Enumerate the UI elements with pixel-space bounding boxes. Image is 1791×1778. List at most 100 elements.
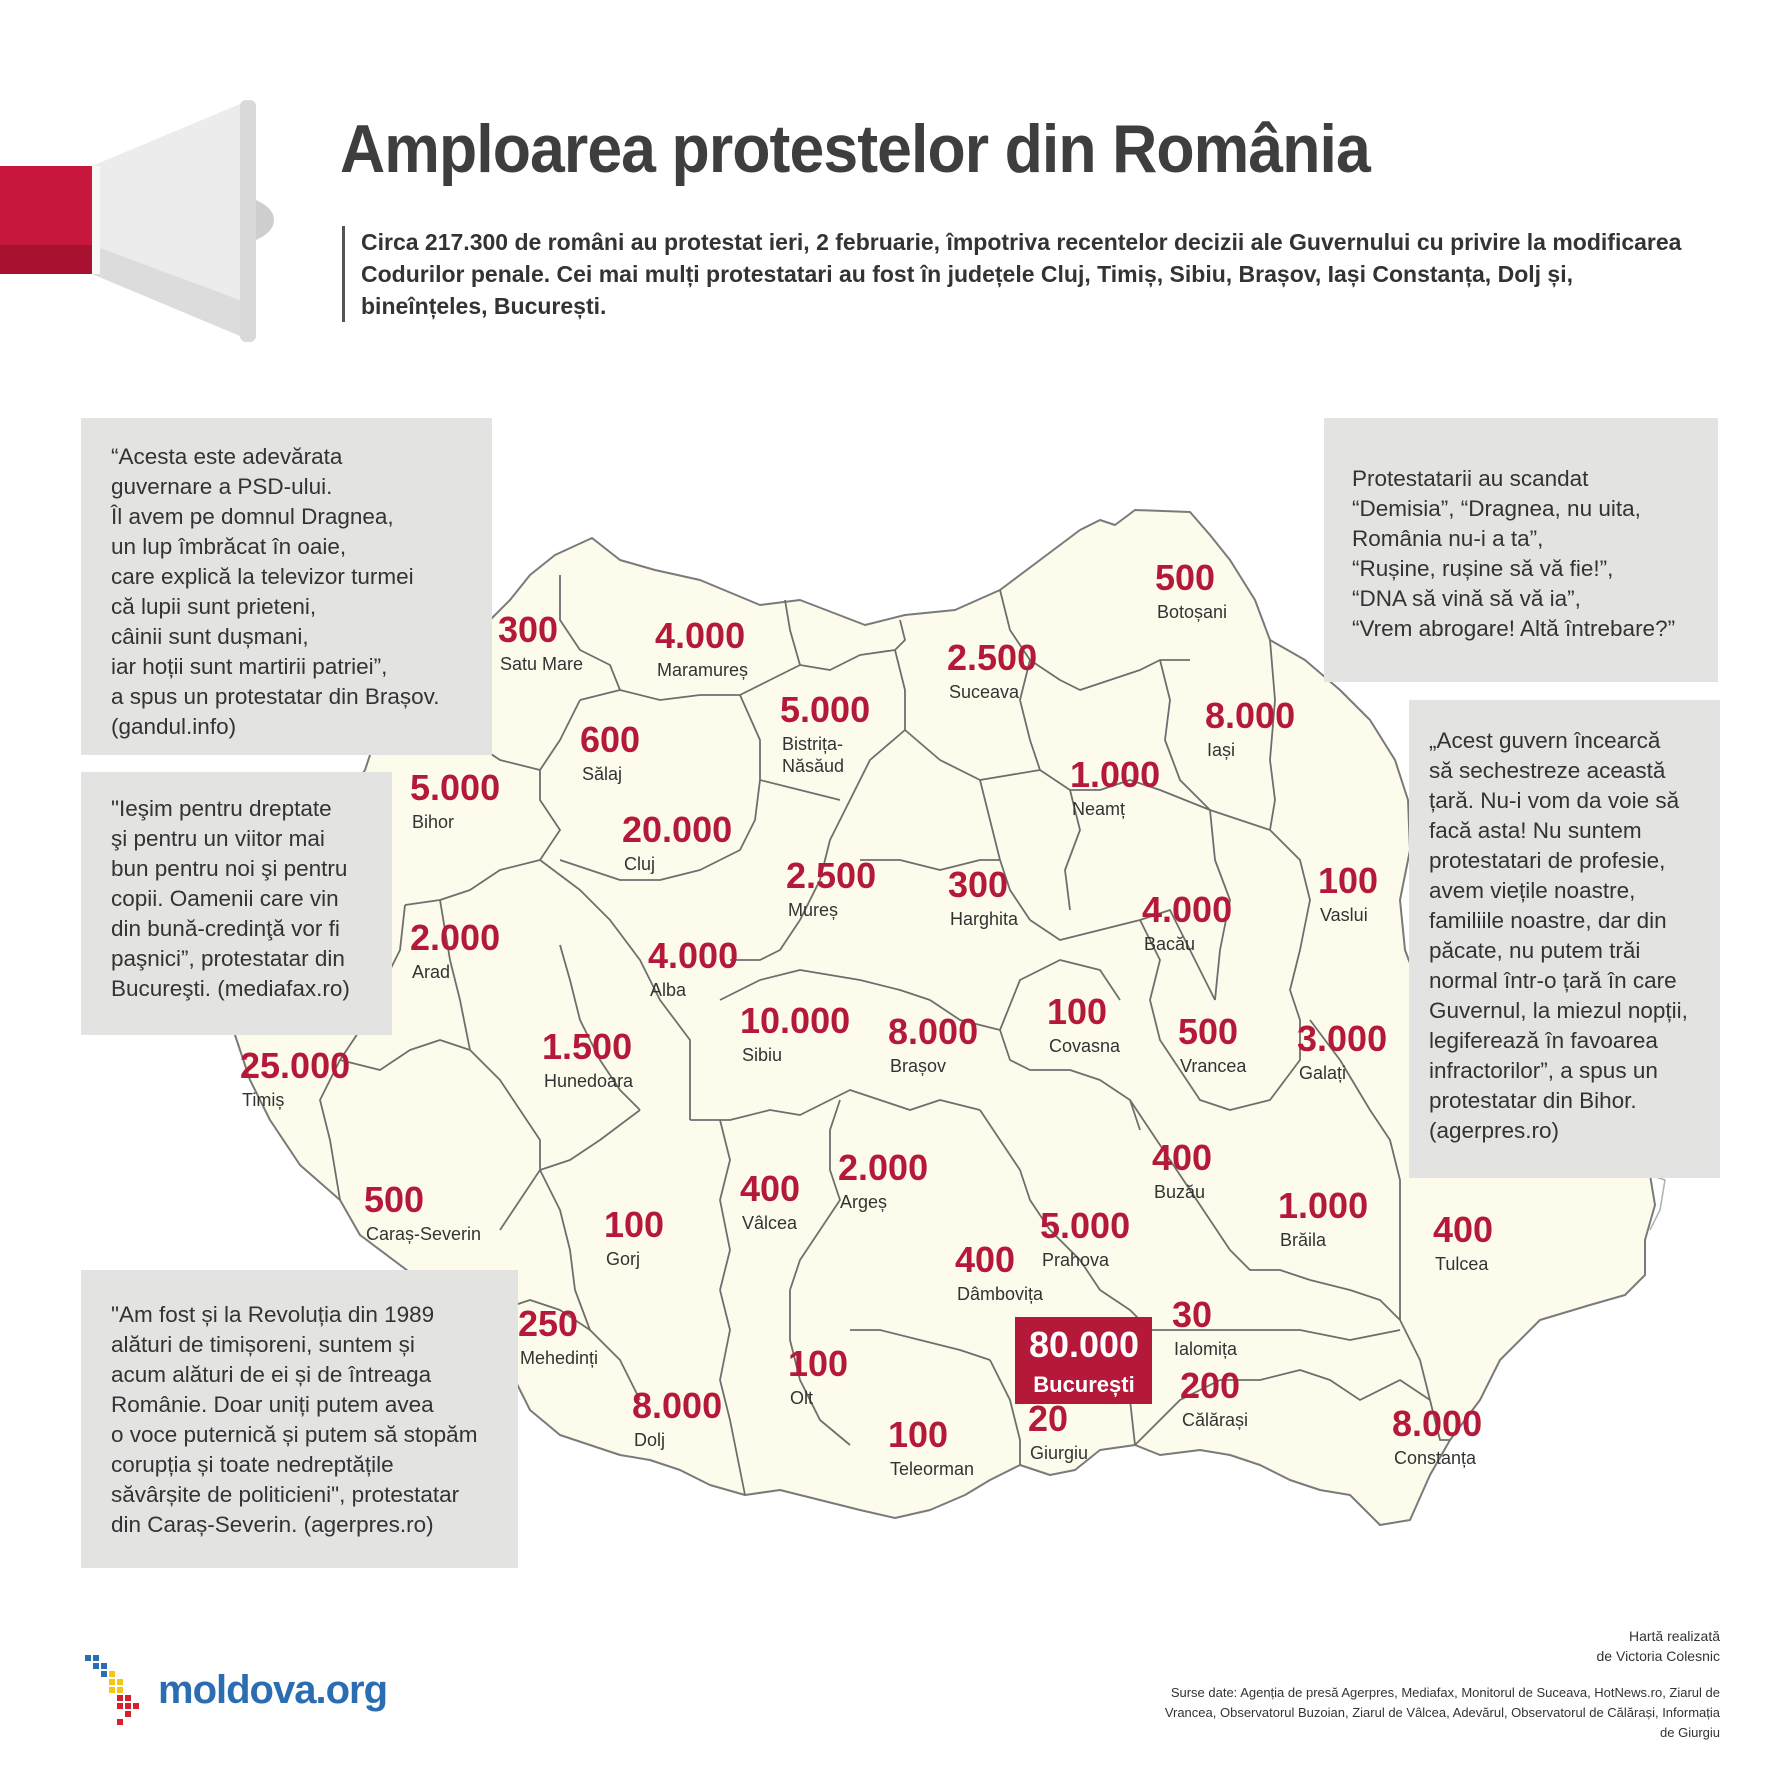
- county-name: Botoșani: [1157, 602, 1227, 622]
- county-value: 200: [1180, 1365, 1240, 1406]
- quote-text: Protestatarii au scandat “Demisia”, “Dra…: [1352, 466, 1676, 641]
- quote-box-caras-severin: "Am fost și la Revoluția din 1989 alătur…: [81, 1270, 518, 1568]
- data-sources: Surse date: Agenția de presă Agerpres, M…: [1164, 1685, 1720, 1740]
- county-name: Alba: [650, 980, 687, 1000]
- page-title: Amploarea protestelor din România: [340, 111, 1371, 187]
- county-value: 100: [888, 1414, 948, 1455]
- county-value: 4.000: [655, 615, 745, 656]
- county-name: Dolj: [634, 1430, 665, 1450]
- county-value: 100: [1318, 860, 1378, 901]
- county-value: 2.500: [947, 637, 1037, 678]
- county-value: 250: [518, 1303, 578, 1344]
- county-value: 2.000: [838, 1147, 928, 1188]
- county-value: 5.000: [410, 767, 500, 808]
- bucharest-value: 80.000: [1029, 1324, 1139, 1365]
- county-name: Neamț: [1072, 799, 1125, 819]
- county-name: Argeș: [840, 1192, 887, 1212]
- county-value: 100: [604, 1204, 664, 1245]
- moldova-map-logo-icon: [85, 1655, 139, 1725]
- map-credit: Hartă realizată de Victoria Colesnic: [1596, 1628, 1720, 1664]
- county-value: 1.500: [542, 1026, 632, 1067]
- quote-text: “Acesta este adevărata guvernare a PSD-u…: [111, 444, 440, 739]
- county-name: Gorj: [606, 1249, 640, 1269]
- quote-box-slogans: Protestatarii au scandat “Demisia”, “Dra…: [1324, 418, 1718, 682]
- county-name: Vâlcea: [742, 1213, 798, 1233]
- county-name: Buzău: [1154, 1182, 1205, 1202]
- county-value: 8.000: [632, 1385, 722, 1426]
- county-name: Bacău: [1144, 934, 1195, 954]
- quote-box-brasov: “Acesta este adevărata guvernare a PSD-u…: [81, 418, 492, 755]
- county-name: Olt: [790, 1388, 813, 1408]
- county-value: 2.500: [786, 855, 876, 896]
- county-value: 1.000: [1070, 754, 1160, 795]
- county-name: Călărași: [1182, 1410, 1248, 1430]
- county-name: Dâmbovița: [957, 1284, 1044, 1304]
- quote-box-bihor: „Acest guvern încearcă să sechestreze ac…: [1409, 700, 1720, 1178]
- county-value: 25.000: [240, 1045, 350, 1086]
- megaphone-icon: [0, 100, 274, 342]
- county-name: Bistrița-: [782, 734, 843, 754]
- quote-text: "Ieşim pentru dreptate şi pentru un viit…: [111, 796, 350, 1001]
- county-name: Galați: [1299, 1063, 1346, 1083]
- county-name: Arad: [412, 962, 450, 982]
- quote-text: „Acest guvern încearcă să sechestreze ac…: [1429, 728, 1688, 1143]
- county-name: Giurgiu: [1030, 1443, 1088, 1463]
- county-name: Ialomița: [1174, 1339, 1238, 1359]
- county-value: 400: [740, 1168, 800, 1209]
- county-value: 300: [498, 609, 558, 650]
- county-value: 600: [580, 719, 640, 760]
- county-value: 300: [948, 864, 1008, 905]
- county-name: Vrancea: [1180, 1056, 1247, 1076]
- county-name: Suceava: [949, 682, 1020, 702]
- county-value: 3.000: [1297, 1018, 1387, 1059]
- county-value: 8.000: [1392, 1403, 1482, 1444]
- county-name: Tulcea: [1435, 1254, 1489, 1274]
- county-value: 20: [1028, 1398, 1068, 1439]
- county-value: 20.000: [622, 809, 732, 850]
- quote-box-bucuresti: "Ieşim pentru dreptate şi pentru un viit…: [81, 772, 392, 1035]
- county-name: Bihor: [412, 812, 454, 832]
- county-name: Prahova: [1042, 1250, 1110, 1270]
- county-name: Mureș: [788, 900, 838, 920]
- county-name: Brașov: [890, 1056, 946, 1076]
- county-value: 400: [1152, 1137, 1212, 1178]
- county-name: Teleorman: [890, 1459, 974, 1479]
- county-value: 100: [1047, 991, 1107, 1032]
- bucharest-box: [1015, 1317, 1152, 1404]
- county-value: 4.000: [648, 935, 738, 976]
- county-value: 500: [1155, 557, 1215, 598]
- county-value: 8.000: [1205, 695, 1295, 736]
- county-value: 500: [1178, 1011, 1238, 1052]
- county-name: Vaslui: [1320, 905, 1368, 925]
- county-value: 400: [955, 1239, 1015, 1280]
- county-value: 10.000: [740, 1000, 850, 1041]
- bucharest-name: București: [1033, 1372, 1134, 1397]
- county-value: 1.000: [1278, 1185, 1368, 1226]
- intro-text: Circa 217.300 de români au protestat ier…: [342, 226, 1701, 322]
- county-name: Hunedoara: [544, 1071, 634, 1091]
- county-name: Mehedinți: [520, 1348, 598, 1368]
- county-name: Caraș-Severin: [366, 1224, 481, 1244]
- county-name: Sălaj: [582, 764, 622, 784]
- county-value: 30: [1172, 1294, 1212, 1335]
- county-name: Maramureș: [657, 660, 748, 680]
- county-value: 5.000: [780, 689, 870, 730]
- county-name: Constanța: [1394, 1448, 1477, 1468]
- county-value: 100: [788, 1343, 848, 1384]
- county-name: Cluj: [624, 854, 655, 874]
- county-name: Covasna: [1049, 1036, 1121, 1056]
- logo-text: moldova.org: [158, 1668, 388, 1712]
- county-value: 8.000: [888, 1011, 978, 1052]
- county-name: Sibiu: [742, 1045, 782, 1065]
- county-name: Năsăud: [782, 756, 844, 776]
- county-value: 5.000: [1040, 1205, 1130, 1246]
- county-value: 2.000: [410, 917, 500, 958]
- quote-text: "Am fost și la Revoluția din 1989 alătur…: [111, 1302, 478, 1537]
- county-name: Brăila: [1280, 1230, 1327, 1250]
- county-name: Timiș: [242, 1090, 284, 1110]
- county-value: 4.000: [1142, 889, 1232, 930]
- county-value: 400: [1433, 1209, 1493, 1250]
- county-value: 500: [364, 1179, 424, 1220]
- county-name: Iași: [1207, 740, 1235, 760]
